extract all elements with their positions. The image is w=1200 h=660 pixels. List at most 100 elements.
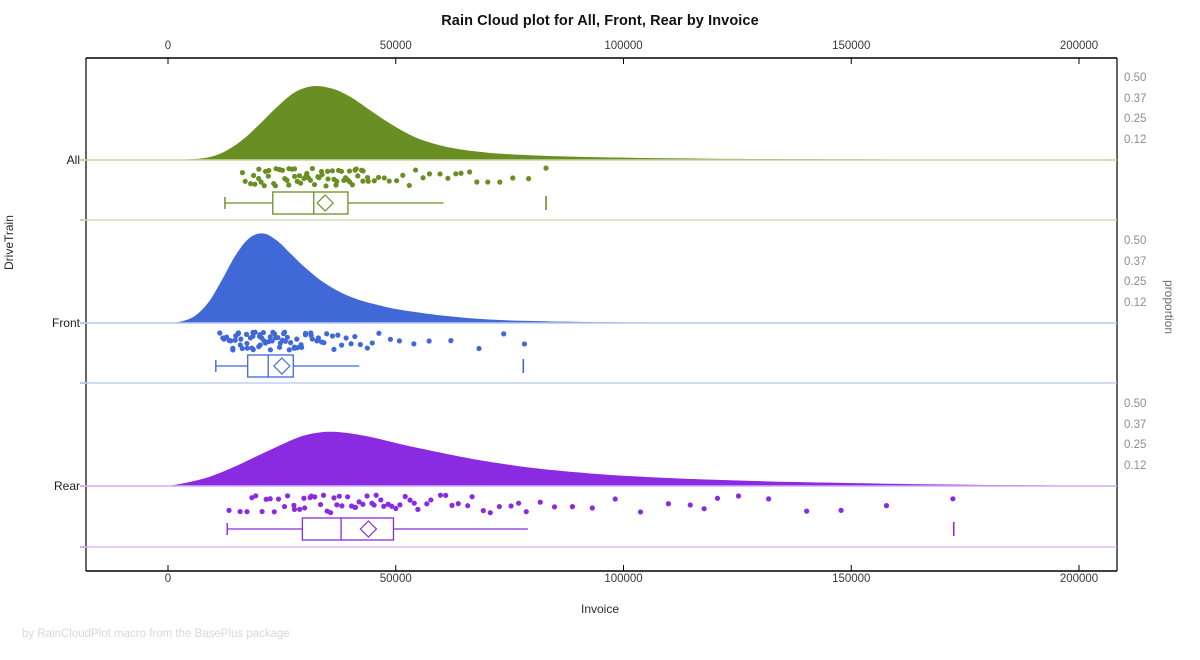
raw-data-point [334,178,340,184]
raw-data-point [301,495,307,501]
raw-data-point [291,173,298,180]
raw-data-point [302,332,309,338]
raw-data-point [250,172,257,179]
density-cloud-rear [168,431,1079,486]
raw-data-point [284,334,290,340]
x-tick-label-bottom: 50000 [379,573,412,585]
raw-data-point [309,336,315,342]
x-tick-label-bottom: 0 [164,573,172,585]
raw-data-point [360,168,366,174]
raw-data-point [267,334,273,340]
x-tick-label-top: 50000 [379,40,412,52]
raw-data-point [239,345,245,352]
raw-data-point [282,338,289,344]
raw-data-point [315,335,321,341]
raw-data-point [437,171,443,177]
raw-data-point [311,181,318,188]
raw-data-point [272,183,279,189]
raw-data-point [510,175,516,181]
x-tick-label-bottom: 200000 [1059,573,1099,585]
proportion-tick-label: 0.50 [1124,234,1147,247]
raw-data-point [260,329,267,336]
proportion-tick-label: 0.37 [1124,93,1147,106]
raw-data-point [537,499,543,505]
raw-data-point [286,347,292,353]
x-tick-label-top: 0 [164,40,172,52]
raw-data-point [426,338,432,344]
raw-data-point [356,499,362,505]
raw-data-point [244,340,250,347]
raw-data-point [453,171,459,177]
raw-data-point [455,501,461,507]
raw-data-point [338,168,345,174]
raw-data-point [365,178,371,184]
proportion-tick-label: 0.50 [1124,397,1147,410]
raw-data-point [348,341,354,347]
raw-data-point [449,502,455,508]
raw-data-point [304,170,310,177]
raw-data-point [543,165,549,171]
raw-data-point [228,338,234,344]
raw-data-point [516,500,522,506]
box-plot-rear [226,517,955,541]
group-panel-front [80,233,1117,384]
raw-data-point [360,501,366,507]
raw-data-point [411,500,417,506]
raw-data-point [501,331,507,337]
raw-data-point [589,505,595,511]
raw-data-point [950,496,956,502]
raw-data-point [766,496,772,502]
raw-data-point [612,496,618,502]
raw-data-point [637,509,644,515]
category-tick-label-all: All [66,153,80,167]
raw-data-point [261,183,267,189]
x-tick-label-top: 150000 [832,40,871,52]
raw-data-point [428,497,434,503]
raw-data-point [253,493,259,499]
raw-data-point [381,175,387,181]
mean-diamond [359,520,378,538]
raw-data-point [266,167,272,174]
box-iqr [247,354,294,378]
raw-data-point [523,509,529,515]
raw-data-point [299,344,305,350]
right-axis-label: proportion [1162,280,1176,335]
box-plot-front [215,354,525,378]
raw-data-point [569,504,576,510]
raw-data-point [838,507,844,513]
group-panel-rear [80,431,1117,548]
group-panel-all [80,85,1117,221]
raw-data-point [735,493,742,499]
proportion-tick-label: 0.12 [1124,134,1147,147]
raw-data-point [325,168,331,174]
box-iqr [301,517,395,541]
raw-data-point [321,340,327,346]
raw-data-point [328,510,334,516]
raw-data-point [526,176,532,182]
proportion-tick-label: 0.37 [1124,419,1147,432]
raw-data-point [521,341,528,347]
category-tick-label-front: Front [51,316,80,330]
raw-data-point [284,177,290,183]
raw-data-point [276,344,283,350]
raw-data-point [469,494,475,500]
raw-data-point [353,166,359,172]
x-tick-label-bottom: 100000 [604,573,643,585]
raw-data-point [281,503,288,510]
proportion-tick-label: 0.37 [1124,256,1147,269]
proportion-tick-label: 0.50 [1124,71,1147,84]
raw-data-point [275,496,282,502]
raw-data-point [335,332,341,338]
raw-data-point [250,347,256,353]
proportion-tick-label: 0.25 [1124,275,1147,288]
proportion-tick-label: 0.12 [1124,297,1147,310]
raw-data-point [298,180,304,186]
raw-data-point [352,504,359,510]
raw-data-point [257,342,263,348]
raw-data-point [334,502,340,508]
raw-data-point [420,175,426,181]
raw-data-point [665,501,672,507]
raw-data-point [343,335,349,341]
raw-data-point [258,179,264,185]
